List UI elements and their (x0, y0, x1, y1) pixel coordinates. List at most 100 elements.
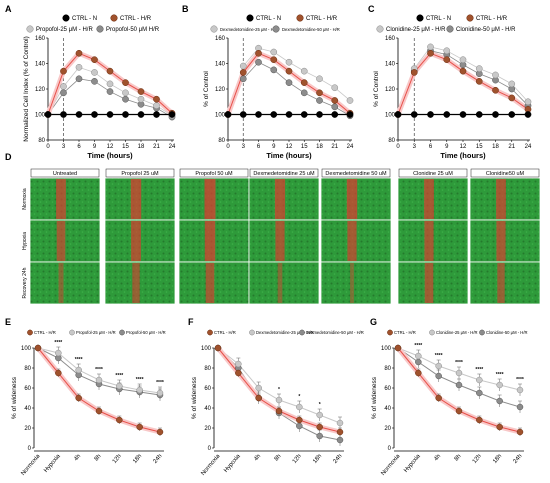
legend-marker (210, 25, 218, 33)
chart-panel-c: C 80 100 120 140 160 0 3 6 9 12 15 18 21 24 Time (hours… (368, 4, 532, 160)
y-tick-label: 120 (385, 87, 396, 93)
x-tick-label: 3 (62, 144, 66, 150)
x-tick-label: 9 (272, 144, 276, 150)
x-tick-label: 8h (94, 453, 103, 462)
y-axis-title: % of wideness (191, 376, 198, 419)
y-tick-label: 140 (385, 62, 396, 68)
data-point (516, 403, 524, 411)
data-point (255, 111, 262, 118)
y-axis-title: % of Control (203, 71, 210, 107)
data-point (285, 58, 293, 66)
x-tick-label: 4h (73, 453, 82, 462)
significance-marker: * (319, 402, 321, 408)
x-tick-label: Normoxia (200, 453, 222, 477)
chart-panel-g: G 0 20 40 60 80 100 Normoxia Hypoxia 4h 8h 12h 18h 24… (370, 317, 528, 477)
x-tick-label: 24h (332, 453, 343, 465)
data-point (300, 111, 308, 118)
y-tick-label: 80 (24, 366, 31, 372)
x-tick-label: 0 (396, 144, 400, 150)
chart-panel-f: F 0 20 40 60 80 100 Normoxia Hypoxia 4h 8h 12h 18h 24… (188, 317, 364, 477)
panel-label: C (368, 4, 375, 14)
data-point (296, 403, 303, 411)
panel-label: E (5, 317, 11, 327)
data-point (316, 89, 323, 97)
data-point (270, 111, 278, 118)
scratch-gap (350, 263, 354, 303)
legend-marker (27, 329, 33, 336)
data-point (156, 428, 164, 436)
data-point (255, 394, 262, 402)
y-axis-title: % of wideness (371, 376, 378, 419)
scratch-gap (205, 263, 215, 303)
x-tick-label: 3 (242, 144, 246, 150)
y-axis-title: % of Control (373, 71, 380, 107)
micrograph-tile (29, 261, 101, 305)
y-tick-label: 80 (204, 366, 211, 372)
y-axis-title: % of wideness (11, 376, 18, 419)
data-point (496, 397, 503, 405)
data-point (270, 56, 278, 64)
chart-panel-b: B 80 100 120 140 160 0 3 6 9 12 15 18 21 24 Time (hours… (182, 4, 354, 160)
data-point (336, 419, 344, 427)
scratch-gap (130, 179, 142, 219)
data-point (475, 78, 483, 85)
legend-marker (119, 329, 125, 336)
data-point (316, 423, 323, 431)
y-tick-label: 100 (381, 346, 392, 352)
data-point (91, 56, 98, 64)
data-point (415, 358, 422, 366)
data-point (122, 79, 129, 86)
data-point (275, 407, 283, 415)
data-point (153, 102, 160, 109)
panel-label: B (182, 4, 189, 14)
y-tick-label: 40 (24, 406, 31, 412)
legend-marker (296, 14, 304, 22)
scratch-gap (275, 221, 285, 261)
data-point (459, 56, 467, 64)
x-tick-label: 18 (492, 144, 499, 150)
scratch-gap (496, 221, 506, 261)
y-tick-label: 160 (215, 36, 226, 42)
x-tick-label: 6 (429, 144, 433, 150)
y-tick-label: 100 (385, 113, 396, 119)
legend-entry: Propofol-25 μM - H/R (36, 27, 93, 33)
data-point (122, 89, 129, 97)
legend-marker (376, 25, 384, 33)
x-tick-label: 21 (508, 144, 515, 150)
scratch-gap (346, 179, 358, 219)
legend-entry: Clonidine-25 μM - H/R (436, 330, 478, 335)
y-tick-label: 80 (384, 366, 391, 372)
y-tick-label: 60 (384, 386, 391, 392)
data-point (239, 62, 247, 70)
data-point (275, 396, 283, 404)
data-point (116, 416, 123, 424)
x-tick-label: 12 (286, 144, 293, 150)
data-point (106, 67, 114, 75)
x-tick-label: 8h (274, 453, 283, 462)
data-point (224, 111, 232, 118)
x-tick-label: 24 (347, 144, 354, 150)
legend-marker (416, 14, 424, 22)
data-point (475, 65, 483, 72)
legend-entry: Dexmedetomidine-50 μM - H/R (282, 27, 340, 32)
y-tick-label: 160 (385, 36, 396, 42)
data-point (427, 49, 434, 57)
y-tick-label: 100 (35, 113, 46, 119)
panel-label: G (370, 317, 377, 327)
micrograph-tile (248, 261, 320, 305)
data-point (55, 349, 62, 357)
data-point (476, 389, 483, 397)
legend-entry: Clonidine-25 μM - H/R (386, 27, 446, 33)
data-point (459, 111, 467, 118)
data-point (285, 67, 293, 75)
significance-marker: **** (496, 372, 504, 378)
data-point (508, 111, 516, 118)
legend-entry: Clonidine-50 μM - H/R (456, 27, 516, 33)
x-tick-label: 21 (153, 144, 160, 150)
y-tick-label: 0 (28, 446, 32, 452)
legend-entry: Propofol-25 μM - H/R (76, 330, 116, 335)
significance-marker: **** (54, 340, 62, 346)
data-point (136, 423, 143, 431)
significance-marker: **** (156, 380, 164, 386)
legend-marker (429, 329, 435, 336)
